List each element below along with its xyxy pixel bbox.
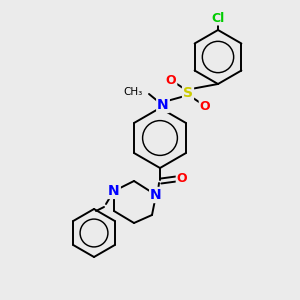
Text: N: N bbox=[150, 188, 162, 202]
Text: Cl: Cl bbox=[212, 11, 225, 25]
Text: O: O bbox=[166, 74, 176, 86]
Text: N: N bbox=[150, 188, 162, 202]
Text: N: N bbox=[108, 184, 120, 198]
Text: O: O bbox=[200, 100, 210, 112]
Text: O: O bbox=[177, 172, 187, 185]
Text: S: S bbox=[183, 86, 193, 100]
Text: CH₃: CH₃ bbox=[124, 87, 143, 97]
Text: N: N bbox=[157, 98, 169, 112]
